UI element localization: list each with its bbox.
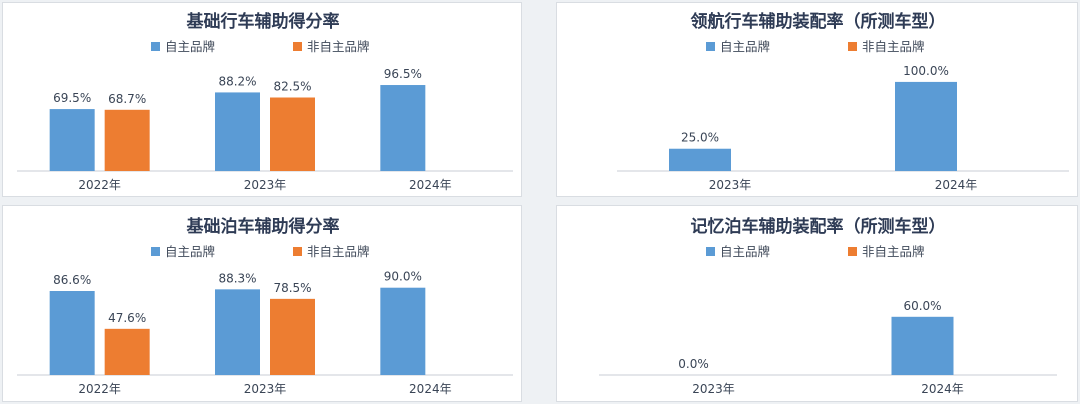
x-tick-label: 2023年 [692,382,735,396]
legend-label-domestic: 自主品牌 [165,244,215,259]
data-label: 69.5% [53,91,91,105]
bar-domestic [215,92,260,171]
x-tick-label: 2023年 [709,178,752,192]
legend-swatch-domestic [706,42,715,51]
chart-panel-memory-parking: 记忆泊车辅助装配率（所测车型） 自主品牌 非自主品牌 2023年 0.0% 2024年 60… [556,205,1078,402]
data-label: 100.0% [903,64,949,78]
data-label: 68.7% [108,92,146,106]
legend-swatch-domestic [151,42,160,51]
x-tick-label: 2022年 [78,382,121,396]
bar-domestic [380,85,426,171]
bar-foreign [270,298,315,375]
data-label: 88.3% [218,271,256,285]
legend-label-foreign: 非自主品牌 [307,39,370,54]
legend-swatch-foreign [848,42,857,51]
data-label: 96.5% [384,67,422,81]
legend-label-domestic: 自主品牌 [720,39,770,54]
x-tick-label: 2023年 [244,382,287,396]
legend-label-domestic: 自主品牌 [165,39,215,54]
bar-foreign [270,97,315,171]
bar-domestic [49,290,95,375]
bar-foreign [104,109,150,171]
x-tick-label: 2024年 [935,178,978,192]
bar-domestic [380,287,426,375]
bar-domestic [215,289,260,375]
legend-swatch-foreign [848,247,857,256]
chart-memory-parking: 记忆泊车辅助装配率（所测车型） 自主品牌 非自主品牌 2023年 0.0% 2024年 60… [599,216,1057,396]
x-tick-label: 2024年 [409,178,452,192]
data-label: 0.0% [678,357,709,371]
data-label: 78.5% [273,281,311,295]
legend-label-domestic: 自主品牌 [720,244,770,259]
chart-title: 领航行车辅助装配率（所测车型） [691,11,946,32]
legend-label-foreign: 非自主品牌 [307,244,370,259]
legend-swatch-foreign [293,42,302,51]
chart-title: 基础行车辅助得分率 [186,11,340,32]
legend-swatch-foreign [293,247,302,256]
chart-panel-navigation-driving: 领航行车辅助装配率（所测车型） 自主品牌 非自主品牌 2023年 25.0% 2024年 1… [556,2,1078,197]
legend-swatch-domestic [151,247,160,256]
x-tick-label: 2024年 [921,382,964,396]
data-label: 47.6% [108,311,146,325]
bar-domestic [49,109,95,171]
legend-label-foreign: 非自主品牌 [862,39,925,54]
bar-foreign [104,328,150,375]
legend-swatch-domestic [706,247,715,256]
bar-domestic [891,316,954,375]
data-label: 90.0% [384,270,422,284]
x-tick-label: 2023年 [244,178,287,192]
x-tick-label: 2024年 [409,382,452,396]
chart-panel-basic-parking: 基础泊车辅助得分率自主品牌 非自主品牌 2022年 86.6% 47.6% 2023年 88… [2,205,522,402]
data-label: 60.0% [903,299,941,313]
chart-title: 基础泊车辅助得分率 [186,216,340,237]
data-label: 82.5% [273,80,311,94]
x-tick-label: 2022年 [78,178,121,192]
chart-navigation-driving: 领航行车辅助装配率（所测车型） 自主品牌 非自主品牌 2023年 25.0% 2024年 1… [617,11,1069,192]
data-label: 88.2% [218,74,256,88]
bar-domestic [895,81,957,171]
data-label: 86.6% [53,273,91,287]
chart-panel-basic-driving: 基础行车辅助得分率自主品牌 非自主品牌 2022年 69.5% 68.7% 2023年 88… [2,2,522,197]
bar-domestic [669,148,731,171]
data-label: 25.0% [681,131,719,145]
chart-title: 记忆泊车辅助装配率（所测车型） [691,216,946,237]
legend-label-foreign: 非自主品牌 [862,244,925,259]
